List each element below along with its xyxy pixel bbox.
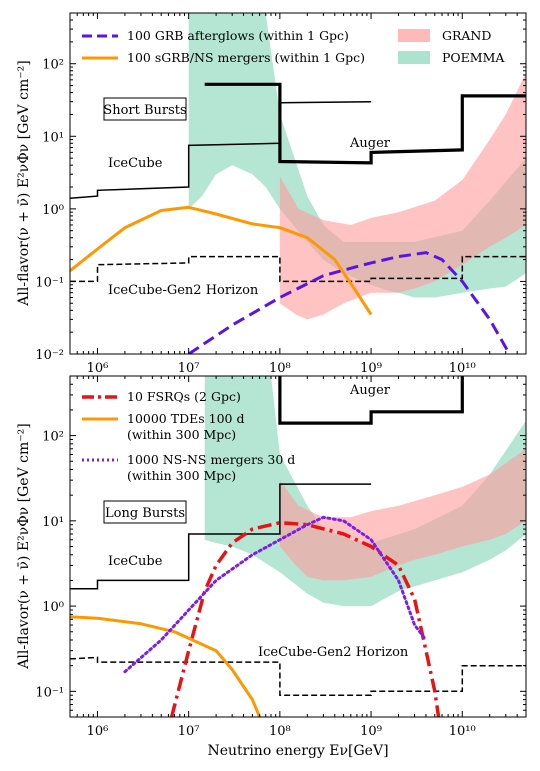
grand-band [279, 448, 526, 581]
y-tick-label: 10⁻² [35, 348, 64, 363]
y-tick-label: 10² [42, 430, 64, 445]
panel-label-box [103, 500, 187, 524]
legend-label-poemma: POEMMA [442, 50, 505, 65]
panel-long-bursts: 10⁶ 10⁷ 10⁸ 10⁹ 10¹⁰ 10⁻¹ 10⁰ 10¹ 10² All-flavor… [16, 375, 527, 759]
legend: 10 FSRQs (2 Gpc) 10000 TDEs 100 d (withi… [82, 389, 295, 483]
series-100-grb-afterglows-within-1-gpc [187, 251, 511, 354]
legend-swatch-poemma [398, 51, 430, 64]
legend-label-tde: 10000 TDEs 100 d [127, 411, 244, 426]
y-axis-label: All-flavor(ν + ν̄) E²νΦν [GeV cm⁻²] [16, 60, 32, 306]
auger-annotation: Auger [349, 383, 391, 398]
plot-area [70, 376, 526, 717]
auger-curve [278, 376, 464, 425]
panel-label-box [103, 97, 187, 121]
legend-label-sgrb: 100 sGRB/NS mergers (within 1 Gpc) [127, 50, 365, 65]
y-tick-label: 10⁰ [42, 600, 64, 615]
series-100-sgrb-ns-mergers-within-1-gpc [70, 205, 373, 316]
icecube-gen2-horizon-curve [70, 656, 526, 696]
y-tick-label: 10¹ [42, 130, 64, 145]
x-tick-label: 10⁷ [178, 361, 200, 376]
x-tick-label: 10⁹ [360, 724, 382, 739]
y-tick-label: 10⁻¹ [35, 275, 64, 290]
legend-label-fsrq: 10 FSRQs (2 Gpc) [127, 389, 241, 404]
x-tick-label: 10⁹ [360, 361, 382, 376]
icecube-annotation: IceCube [108, 554, 163, 569]
y-axis-label: All-flavor(ν + ν̄) E²νΦν [GeV cm⁻²] [16, 423, 32, 669]
legend-label-grand: GRAND [442, 28, 491, 43]
gen2-annotation: IceCube-Gen2 Horizon [108, 283, 259, 298]
icecube-gen2-horizon-curve [70, 255, 526, 283]
y-tick-label: 10⁻¹ [35, 685, 64, 700]
grand-band [279, 72, 526, 320]
legend-label-nsns-2: (within 300 Mpc) [127, 468, 236, 483]
legend-label-tde-2: (within 300 Mpc) [127, 427, 236, 442]
series-1000-ns-ns-mergers-30-d-within-300-mpc [123, 515, 428, 674]
series-10-fsrqs-2-gpc [169, 520, 441, 717]
y-tick-label: 10¹ [42, 515, 64, 530]
legend-label-nsns: 1000 NS-NS mergers 30 d [127, 452, 295, 467]
gen2-annotation: IceCube-Gen2 Horizon [258, 645, 409, 660]
x-tick-label: 10¹⁰ [449, 724, 476, 739]
axis-ticks: 10⁶ 10⁷ 10⁸ 10⁹ 10¹⁰ 10⁻² 10⁻¹ 10⁰ 10¹ 10² [35, 12, 527, 376]
auger-curve [204, 82, 526, 165]
x-tick-label: 10⁷ [178, 724, 200, 739]
axes-frame [69, 12, 527, 355]
panel-label: Short Bursts [103, 103, 186, 118]
panel-short-bursts: 10⁶ 10⁷ 10⁸ 10⁹ 10¹⁰ 10⁻² 10⁻¹ 10⁰ 10¹ 10² All-fl… [16, 12, 527, 376]
legend-label-grb: 100 GRB afterglows (within 1 Gpc) [127, 28, 349, 43]
x-tick-label: 10⁶ [87, 724, 109, 739]
y-tick-label: 10² [42, 58, 64, 73]
x-tick-label: 10⁸ [269, 724, 291, 739]
series-10000-tdes-100-d-within-300-mpc [70, 615, 261, 717]
panel-label: Long Bursts [105, 506, 185, 521]
auger-annotation: Auger [349, 136, 391, 151]
x-tick-label: 10⁸ [269, 361, 291, 376]
x-axis-label: Neutrino energy Eν[GeV] [207, 743, 388, 759]
plot-area [70, 13, 526, 354]
legend: 100 GRB afterglows (within 1 Gpc) 100 sG… [82, 28, 505, 65]
x-tick-label: 10⁶ [87, 361, 109, 376]
y-tick-label: 10⁰ [42, 203, 64, 218]
axis-ticks: 10⁶ 10⁷ 10⁸ 10⁹ 10¹⁰ 10⁻¹ 10⁰ 10¹ 10² [35, 375, 527, 739]
icecube-curve [70, 483, 372, 590]
x-tick-label: 10¹⁰ [449, 361, 476, 376]
icecube-annotation: IceCube [108, 156, 163, 171]
legend-swatch-grand [398, 29, 430, 42]
